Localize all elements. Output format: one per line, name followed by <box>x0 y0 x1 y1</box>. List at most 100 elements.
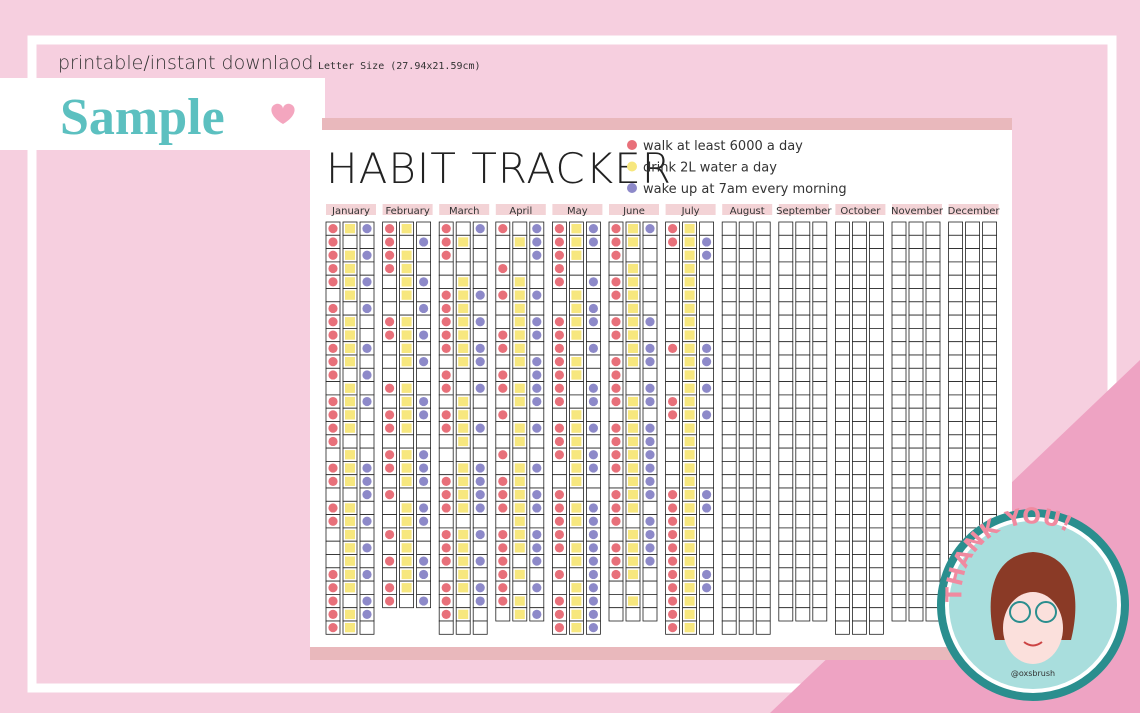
glasses <box>1035 601 1057 623</box>
check <box>571 436 582 447</box>
check <box>362 543 372 553</box>
check <box>571 583 582 593</box>
check <box>588 343 599 353</box>
day-cell <box>755 221 771 236</box>
day-cell <box>382 394 398 409</box>
day-cell <box>925 327 941 343</box>
day-cell <box>665 354 680 369</box>
day-cell <box>795 567 811 582</box>
day-cell <box>721 234 737 250</box>
day-cell <box>982 354 997 369</box>
day-cell <box>495 301 511 316</box>
day-cell <box>399 434 415 449</box>
check <box>588 623 599 633</box>
check <box>628 357 638 367</box>
check <box>401 250 412 260</box>
day-cell <box>495 460 511 476</box>
day-cell <box>755 620 771 635</box>
check <box>345 556 355 566</box>
check <box>458 583 469 593</box>
day-cell <box>948 327 963 343</box>
day-cell <box>925 434 941 449</box>
check <box>684 463 695 473</box>
day-cell <box>399 301 415 316</box>
day-cell <box>495 607 511 622</box>
day-cell <box>891 367 907 382</box>
day-cell <box>721 341 737 356</box>
check <box>532 503 542 513</box>
day-cell <box>608 594 624 609</box>
day-cell <box>325 540 341 555</box>
day-cell <box>778 567 794 582</box>
day-cell <box>738 301 754 316</box>
day-cell <box>721 421 737 436</box>
frame <box>27 35 1117 693</box>
check <box>532 529 542 540</box>
day-cell <box>948 381 963 396</box>
check <box>362 303 372 314</box>
check <box>684 436 695 447</box>
month-strip <box>835 204 886 215</box>
day-cell <box>982 234 997 250</box>
day-cell <box>438 274 454 289</box>
check <box>571 250 582 260</box>
day-cell <box>455 620 471 635</box>
check <box>628 303 638 314</box>
check <box>475 423 485 433</box>
check <box>385 383 395 393</box>
check <box>498 569 508 580</box>
day-cell <box>755 354 771 369</box>
day-cell <box>795 394 811 409</box>
day-cell <box>891 527 907 542</box>
day-cell <box>795 248 811 263</box>
day-cell <box>512 407 528 422</box>
check <box>611 436 621 447</box>
day-cell <box>835 594 850 609</box>
check <box>345 476 355 486</box>
day-cell <box>699 274 714 289</box>
check <box>419 516 429 526</box>
day-cell <box>586 367 601 382</box>
day-cell <box>359 261 375 276</box>
day-cell <box>586 434 601 449</box>
day-cell <box>552 288 567 303</box>
day-cell <box>416 261 432 276</box>
day-cell <box>812 540 828 555</box>
day-cell <box>891 288 907 303</box>
day-cell <box>325 487 341 502</box>
handle: @oxsbrush <box>1011 669 1055 678</box>
day-cell <box>835 474 850 489</box>
check <box>628 529 638 540</box>
day-cell <box>438 434 454 449</box>
day-cell <box>455 221 471 236</box>
check <box>645 317 655 327</box>
check <box>458 556 469 566</box>
day-cell <box>965 288 980 303</box>
day-cell <box>965 274 980 289</box>
day-cell <box>586 474 601 489</box>
day-cell <box>795 234 811 250</box>
check <box>668 237 678 247</box>
check <box>611 569 621 580</box>
day-cell <box>721 460 737 476</box>
day-cell <box>472 434 488 449</box>
day-cell <box>835 394 850 409</box>
check <box>628 277 638 287</box>
check <box>401 290 412 300</box>
day-cell <box>795 554 811 569</box>
check <box>441 303 451 314</box>
size-note: Letter Size (27.94x21.59cm) <box>318 61 481 72</box>
check <box>514 317 525 327</box>
check <box>588 529 599 540</box>
check <box>498 370 508 380</box>
check <box>684 543 695 553</box>
check <box>345 623 355 633</box>
day-cell <box>721 540 737 555</box>
check <box>401 383 412 393</box>
check <box>628 317 638 327</box>
day-cell <box>869 354 884 369</box>
day-cell <box>665 314 680 329</box>
day-cell <box>948 274 963 289</box>
check <box>571 423 582 433</box>
check <box>628 476 638 486</box>
